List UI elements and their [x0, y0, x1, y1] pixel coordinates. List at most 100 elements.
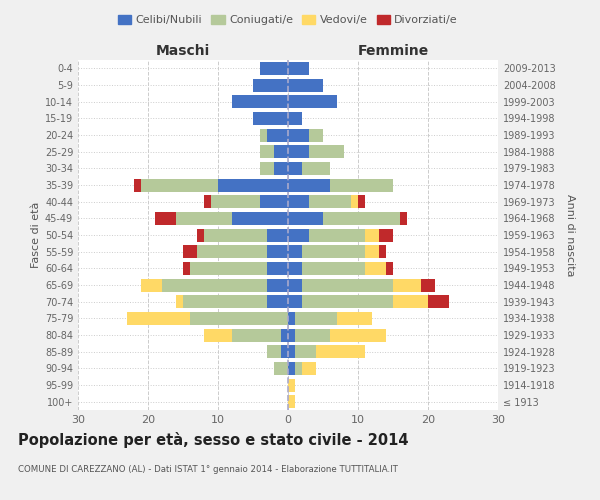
Bar — [288, 128, 309, 141]
Text: Maschi: Maschi — [156, 44, 210, 58]
Bar — [267, 228, 288, 241]
Bar — [288, 178, 330, 192]
Bar — [267, 128, 288, 141]
Bar — [330, 328, 386, 342]
Bar — [288, 262, 302, 275]
Bar — [379, 228, 393, 241]
Bar — [302, 245, 365, 258]
Bar — [176, 295, 183, 308]
Bar — [183, 295, 267, 308]
Bar — [288, 312, 295, 325]
Bar — [288, 378, 295, 392]
Y-axis label: Fasce di età: Fasce di età — [31, 202, 41, 268]
Bar — [386, 262, 393, 275]
Bar — [267, 262, 288, 275]
Bar — [232, 212, 288, 225]
Bar — [204, 228, 267, 241]
Bar — [204, 195, 211, 208]
Bar — [288, 78, 323, 92]
Bar — [274, 162, 288, 175]
Bar — [351, 195, 358, 208]
Bar — [288, 145, 309, 158]
Bar — [260, 195, 288, 208]
Bar — [232, 95, 288, 108]
Bar — [281, 328, 288, 342]
Text: Popolazione per età, sesso e stato civile - 2014: Popolazione per età, sesso e stato civil… — [18, 432, 409, 448]
Bar — [309, 195, 351, 208]
Bar — [295, 312, 337, 325]
Bar — [274, 145, 288, 158]
Bar — [260, 162, 274, 175]
Bar — [281, 345, 288, 358]
Bar — [309, 145, 344, 158]
Bar — [393, 278, 421, 291]
Y-axis label: Anni di nascita: Anni di nascita — [565, 194, 575, 276]
Bar — [302, 362, 316, 375]
Bar — [288, 195, 309, 208]
Bar — [379, 245, 386, 258]
Bar — [428, 295, 449, 308]
Bar — [260, 62, 288, 75]
Bar — [400, 212, 407, 225]
Bar — [365, 262, 386, 275]
Bar — [267, 345, 281, 358]
Bar — [337, 312, 372, 325]
Bar — [288, 95, 337, 108]
Bar — [302, 278, 393, 291]
Bar — [288, 112, 302, 125]
Bar — [141, 178, 218, 192]
Bar — [365, 245, 379, 258]
Bar — [295, 345, 316, 358]
Bar — [288, 228, 309, 241]
Bar — [267, 278, 288, 291]
Bar — [288, 345, 295, 358]
Bar — [288, 212, 323, 225]
Bar — [197, 245, 267, 258]
Bar — [141, 278, 162, 291]
Bar — [288, 362, 295, 375]
Bar — [309, 128, 323, 141]
Bar — [260, 145, 274, 158]
Bar — [274, 362, 288, 375]
Legend: Celibi/Nubili, Coniugati/e, Vedovi/e, Divorziati/e: Celibi/Nubili, Coniugati/e, Vedovi/e, Di… — [113, 10, 463, 30]
Bar — [288, 245, 302, 258]
Bar — [176, 212, 232, 225]
Bar — [260, 128, 267, 141]
Bar — [288, 62, 309, 75]
Bar — [183, 262, 190, 275]
Bar — [302, 262, 365, 275]
Bar — [162, 278, 267, 291]
Bar — [134, 178, 141, 192]
Bar — [295, 328, 330, 342]
Text: Femmine: Femmine — [358, 44, 428, 58]
Bar — [288, 278, 302, 291]
Bar — [288, 162, 302, 175]
Bar — [323, 212, 400, 225]
Bar — [295, 362, 302, 375]
Bar — [190, 312, 288, 325]
Bar — [288, 295, 302, 308]
Bar — [288, 328, 295, 342]
Bar — [358, 195, 365, 208]
Bar — [232, 328, 281, 342]
Bar — [267, 295, 288, 308]
Bar — [330, 178, 393, 192]
Bar — [302, 162, 330, 175]
Bar — [183, 245, 197, 258]
Bar — [127, 312, 190, 325]
Bar — [365, 228, 379, 241]
Bar — [155, 212, 176, 225]
Bar — [309, 228, 365, 241]
Bar — [211, 195, 260, 208]
Text: COMUNE DI CAREZZANO (AL) - Dati ISTAT 1° gennaio 2014 - Elaborazione TUTTITALIA.: COMUNE DI CAREZZANO (AL) - Dati ISTAT 1°… — [18, 466, 398, 474]
Bar — [204, 328, 232, 342]
Bar — [253, 78, 288, 92]
Bar — [267, 245, 288, 258]
Bar — [197, 228, 204, 241]
Bar — [393, 295, 428, 308]
Bar — [302, 295, 393, 308]
Bar — [190, 262, 267, 275]
Bar — [316, 345, 365, 358]
Bar — [253, 112, 288, 125]
Bar — [288, 395, 295, 408]
